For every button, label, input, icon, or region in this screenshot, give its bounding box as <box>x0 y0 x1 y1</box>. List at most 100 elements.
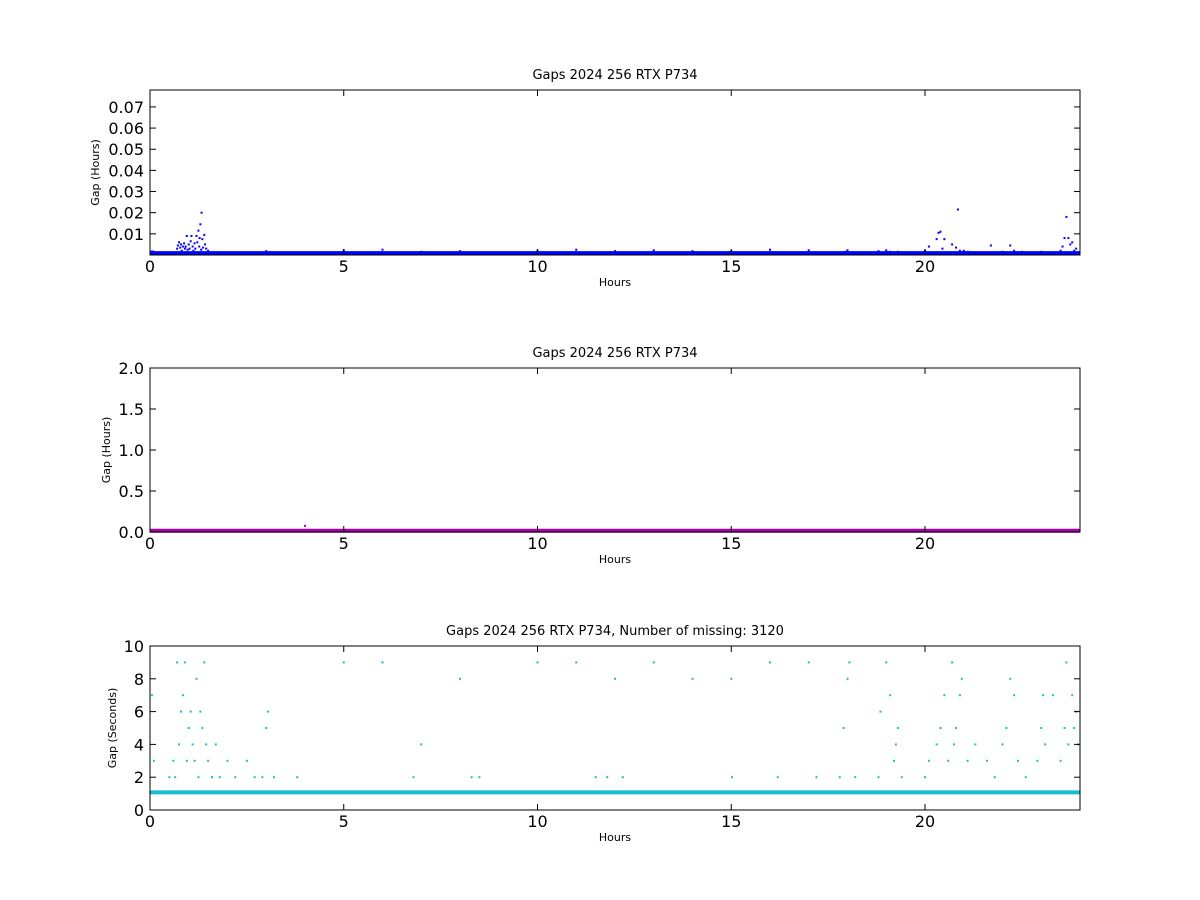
chart1-point <box>1067 237 1070 240</box>
chart1-point <box>889 250 892 253</box>
chart1-point <box>184 245 187 248</box>
chart1-point <box>198 245 201 248</box>
chart3-point <box>606 776 609 779</box>
chart1-point <box>962 249 965 252</box>
chart1-point <box>265 250 268 253</box>
chart3-point <box>943 694 946 697</box>
chart3-point <box>150 694 153 697</box>
chart2-ytick-label: 0.0 <box>119 523 144 542</box>
chart1-point <box>200 211 203 214</box>
chart3-point <box>197 776 200 779</box>
chart3-xtick-label: 20 <box>915 812 935 831</box>
chart1-point <box>203 233 206 236</box>
chart3-point <box>168 776 171 779</box>
chart1-point <box>1073 249 1076 252</box>
chart3-ytick-label: 10 <box>124 637 144 656</box>
chart1-point <box>179 246 182 249</box>
chart3-point <box>267 710 270 713</box>
chart3-point <box>342 661 345 664</box>
chart1-point <box>1061 245 1064 248</box>
chart3-point <box>924 776 926 779</box>
chart3-point <box>594 776 597 779</box>
chart1-point <box>199 223 202 226</box>
chart3-point <box>211 776 213 779</box>
chart2-title: Gaps 2024 256 RTX P734 <box>532 346 697 361</box>
chart1-point <box>951 243 954 246</box>
chart1-point <box>1020 250 1023 253</box>
chart1-point <box>935 238 938 241</box>
chart3-point <box>958 694 961 697</box>
chart2-xtick-label: 15 <box>721 534 741 553</box>
chart3-xtick-label: 0 <box>145 812 155 831</box>
chart3-point <box>459 677 461 680</box>
chart1-point <box>1069 243 1072 246</box>
chart2-xtick-label: 5 <box>339 534 349 553</box>
chart3-point <box>848 661 851 664</box>
chart1-point <box>1071 241 1074 244</box>
chart3-point <box>245 759 248 762</box>
chart1-point <box>896 250 899 253</box>
chart1-point <box>955 246 957 249</box>
chart3-point <box>838 776 841 779</box>
chart3-point <box>381 661 384 664</box>
chart3-point <box>174 776 177 779</box>
chart1-point <box>193 242 196 245</box>
chart1-point <box>187 243 190 246</box>
chart1-point <box>200 248 203 251</box>
chart3-point <box>894 743 897 746</box>
chart1-point <box>937 231 940 234</box>
chart2-plot-frame <box>149 367 1081 533</box>
chart3-point <box>1009 677 1012 680</box>
chart3-point <box>187 727 190 729</box>
chart1-ytick-label: 0.03 <box>108 183 144 202</box>
panel-1: Gaps 2024 256 RTX P734 0 5 10 15 20 0.01 0.02 0.… <box>89 68 1081 289</box>
chart1-ytick-label: 0.07 <box>108 98 144 117</box>
chart1-point <box>939 230 942 233</box>
chart2-ytick-label: 1.5 <box>119 400 144 419</box>
chart3-point <box>614 677 616 680</box>
chart1-point <box>877 250 880 253</box>
chart3-point <box>974 743 977 746</box>
chart3-ytick-label: 0 <box>134 801 144 820</box>
chart3-point <box>1005 727 1008 729</box>
chart1-xtick-label: 0 <box>145 257 155 276</box>
chart1-point <box>420 250 423 253</box>
chart3-point <box>191 743 194 746</box>
chart1-point <box>927 245 930 248</box>
chart3-point <box>1024 776 1027 779</box>
chart1-point <box>183 242 186 245</box>
chart2-ytick-label: 1.0 <box>119 441 144 460</box>
chart1-point <box>180 249 183 252</box>
chart3-point <box>885 661 888 664</box>
chart2-ylabel: Gap (Hours) <box>100 417 113 484</box>
chart3-point <box>218 776 221 779</box>
chart1-point <box>195 234 198 237</box>
chart1-point <box>185 234 188 237</box>
chart2-point <box>304 524 306 527</box>
chart1-point <box>152 250 155 253</box>
chart3-xlabel: Hours <box>599 831 631 844</box>
chart3-point <box>730 677 733 680</box>
chart3-point <box>877 776 880 779</box>
chart3-point <box>181 694 184 697</box>
chart3-point <box>947 759 950 762</box>
chart1-ylabel: Gap (Hours) <box>89 139 102 206</box>
chart3-point <box>152 759 155 762</box>
chart3-point <box>842 727 845 729</box>
chart3-point <box>935 743 938 746</box>
chart1-point <box>180 243 182 246</box>
chart3-point <box>927 759 930 762</box>
chart3-point <box>955 727 957 729</box>
chart1-xlabel: Hours <box>599 276 631 289</box>
chart1-point <box>205 247 208 250</box>
chart3-point <box>478 776 481 779</box>
chart3-ytick-label: 4 <box>134 735 144 754</box>
chart3-point <box>966 759 969 762</box>
chart1-point <box>885 249 888 252</box>
chart1-point <box>941 247 944 250</box>
chart3-point <box>652 661 655 664</box>
chart3-point <box>1017 759 1019 762</box>
chart3-point <box>189 710 192 713</box>
chart3-point <box>420 743 423 746</box>
